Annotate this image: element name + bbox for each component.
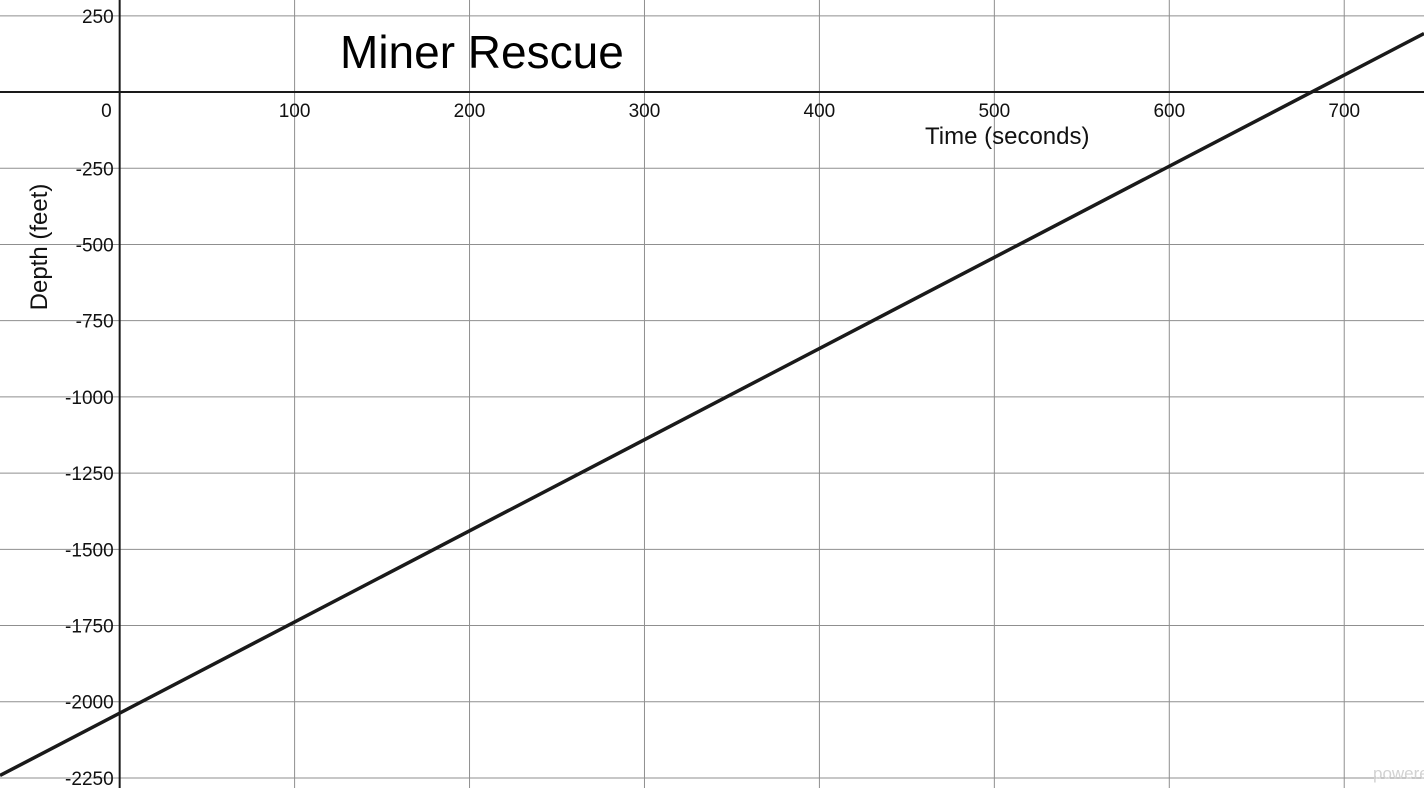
series-layer — [0, 31, 1424, 778]
y-tick-label: -2250 — [65, 769, 114, 788]
x-tick-label: 300 — [629, 101, 661, 122]
y-tick-label: -1250 — [65, 464, 114, 485]
y-tick-label: -500 — [76, 235, 114, 256]
x-axis-label: Time (seconds) — [925, 123, 1089, 150]
series-line — [0, 31, 1424, 778]
y-axis-label: Depth (feet) — [26, 184, 53, 311]
x-tick-label: 100 — [279, 101, 311, 122]
origin-label: 0 — [101, 101, 112, 122]
y-tick-label: -1750 — [65, 617, 114, 638]
x-tick-label: 600 — [1153, 101, 1185, 122]
chart-title: Miner Rescue — [340, 26, 624, 78]
watermark-text: powere — [1373, 764, 1424, 783]
y-tick-label: -250 — [76, 159, 114, 180]
y-tick-label: 250 — [82, 7, 114, 28]
y-tick-label: -2000 — [65, 693, 114, 714]
y-tick-label: -750 — [76, 312, 114, 333]
y-tick-label: -1000 — [65, 388, 114, 409]
y-tick-label: -1500 — [65, 540, 114, 561]
tick-labels: 100 200 300 400 500 600 700 250 -250 -500 -750 -100… — [65, 7, 1360, 788]
x-tick-label: 200 — [454, 101, 486, 122]
x-tick-label: 700 — [1328, 101, 1360, 122]
x-tick-label: 400 — [804, 101, 836, 122]
x-tick-label: 500 — [978, 101, 1010, 122]
